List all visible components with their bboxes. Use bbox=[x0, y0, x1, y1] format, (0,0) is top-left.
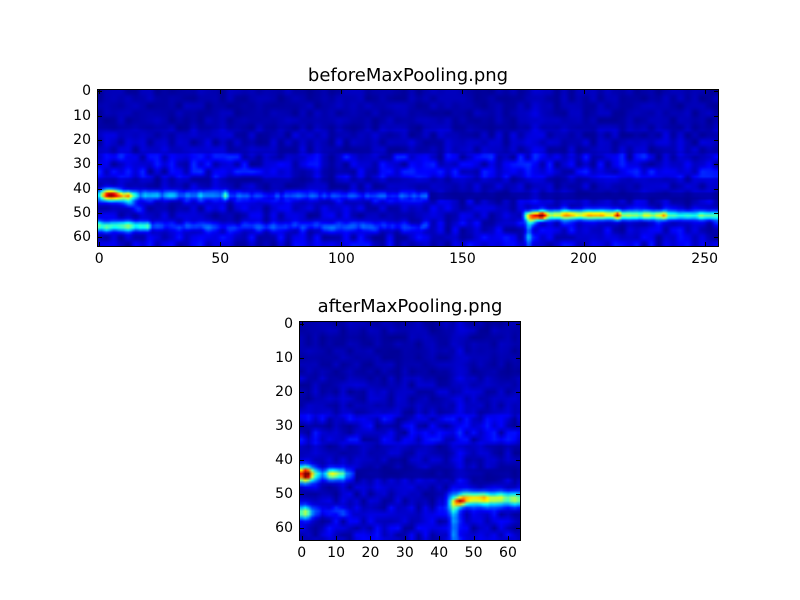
tick-mark bbox=[300, 528, 304, 530]
tick-mark bbox=[516, 425, 520, 427]
tick-mark bbox=[370, 322, 372, 326]
tick-mark bbox=[583, 242, 585, 246]
tick-mark bbox=[507, 322, 509, 326]
tick-mark bbox=[370, 536, 372, 540]
x-tick-label: 20 bbox=[361, 545, 380, 561]
tick-mark bbox=[98, 139, 102, 141]
tick-mark bbox=[714, 139, 718, 141]
y-tick-label: 20 bbox=[73, 131, 91, 148]
x-tick-label: 30 bbox=[395, 545, 414, 561]
tick-mark bbox=[300, 494, 304, 496]
tick-mark bbox=[516, 391, 520, 393]
tick-mark bbox=[704, 90, 706, 94]
tick-mark bbox=[300, 357, 304, 359]
tick-mark bbox=[98, 188, 102, 190]
tick-mark bbox=[98, 115, 102, 117]
tick-mark bbox=[404, 322, 406, 326]
tick-mark bbox=[439, 322, 441, 326]
x-tick-label: 50 bbox=[211, 251, 230, 267]
plot-title-before: beforeMaxPooling.png bbox=[307, 65, 509, 86]
tick-mark bbox=[98, 91, 102, 93]
tick-mark bbox=[98, 164, 102, 166]
tick-mark bbox=[516, 528, 520, 530]
axes-border-before bbox=[97, 89, 719, 247]
y-tick-label: 0 bbox=[284, 315, 293, 332]
heatmap-before-maxpooling bbox=[98, 90, 718, 246]
y-tick-label: 50 bbox=[275, 486, 293, 503]
tick-mark bbox=[404, 536, 406, 540]
tick-mark bbox=[300, 323, 304, 325]
x-tick-label: 50 bbox=[464, 545, 483, 561]
tick-mark bbox=[98, 213, 102, 215]
tick-mark bbox=[220, 90, 222, 94]
tick-mark bbox=[704, 242, 706, 246]
y-tick-label: 20 bbox=[275, 383, 293, 400]
tick-mark bbox=[300, 391, 304, 393]
y-tick-label: 50 bbox=[73, 205, 91, 222]
y-tick-label: 10 bbox=[73, 107, 91, 124]
tick-mark bbox=[516, 459, 520, 461]
y-tick-label: 40 bbox=[73, 180, 91, 197]
y-tick-label: 30 bbox=[275, 417, 293, 434]
x-tick-label: 250 bbox=[691, 251, 719, 267]
tick-mark bbox=[220, 242, 222, 246]
tick-mark bbox=[473, 536, 475, 540]
x-tick-label: 0 bbox=[94, 251, 104, 267]
tick-mark bbox=[714, 115, 718, 117]
y-tick-label: 60 bbox=[73, 229, 91, 246]
x-tick-label: 150 bbox=[449, 251, 476, 267]
x-tick-label: 60 bbox=[499, 545, 517, 561]
tick-mark bbox=[473, 322, 475, 326]
plot-title-after: afterMaxPooling.png bbox=[317, 296, 503, 317]
tick-mark bbox=[516, 323, 520, 325]
tick-mark bbox=[714, 91, 718, 93]
y-tick-label: 40 bbox=[275, 451, 293, 468]
y-tick-label: 10 bbox=[275, 349, 293, 366]
tick-mark bbox=[507, 536, 509, 540]
tick-mark bbox=[583, 90, 585, 94]
tick-mark bbox=[714, 213, 718, 215]
tick-mark bbox=[714, 164, 718, 166]
tick-mark bbox=[341, 242, 343, 246]
tick-mark bbox=[439, 536, 441, 540]
tick-mark bbox=[462, 242, 464, 246]
x-tick-label: 10 bbox=[327, 545, 346, 561]
x-tick-label: 200 bbox=[570, 251, 597, 267]
y-tick-label: 30 bbox=[73, 156, 91, 173]
tick-mark bbox=[98, 237, 102, 239]
tick-mark bbox=[336, 536, 338, 540]
tick-mark bbox=[516, 357, 520, 359]
axes-border-after bbox=[299, 321, 521, 541]
tick-mark bbox=[300, 459, 304, 461]
x-tick-label: 100 bbox=[328, 251, 355, 267]
tick-mark bbox=[714, 237, 718, 239]
tick-mark bbox=[714, 188, 718, 190]
x-tick-label: 40 bbox=[430, 545, 449, 561]
y-tick-label: 0 bbox=[82, 83, 91, 100]
x-tick-label: 0 bbox=[297, 545, 307, 561]
heatmap-after-maxpooling bbox=[300, 322, 520, 540]
tick-mark bbox=[341, 90, 343, 94]
tick-mark bbox=[462, 90, 464, 94]
tick-mark bbox=[300, 425, 304, 427]
tick-mark bbox=[99, 242, 101, 246]
tick-mark bbox=[301, 536, 303, 540]
tick-mark bbox=[516, 494, 520, 496]
y-tick-label: 60 bbox=[275, 520, 293, 537]
tick-mark bbox=[336, 322, 338, 326]
